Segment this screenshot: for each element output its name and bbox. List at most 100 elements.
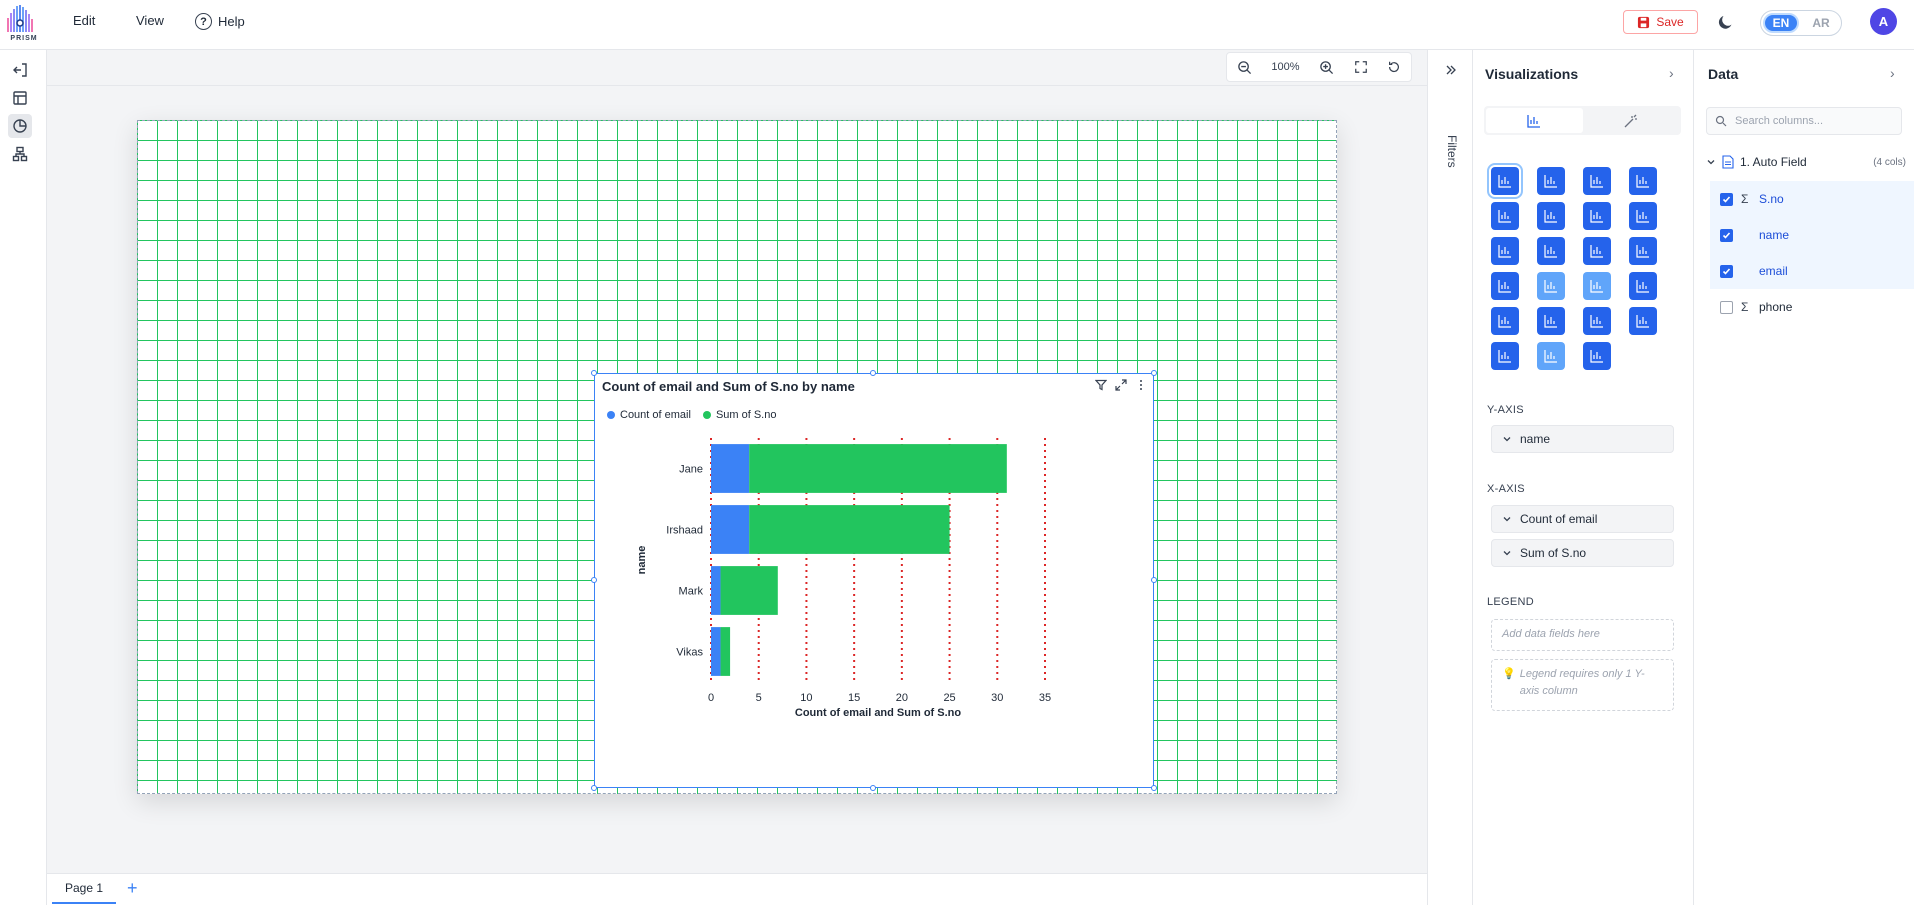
resize-handle[interactable]: [591, 785, 597, 791]
column-item[interactable]: name: [1710, 217, 1914, 253]
bubble-chart-icon[interactable]: [1537, 272, 1565, 300]
gauge-chart-icon[interactable]: [1491, 342, 1519, 370]
zoom-out-icon[interactable]: [1237, 60, 1252, 75]
percent-bar-chart-icon[interactable]: [1491, 202, 1519, 230]
expand-filters-icon[interactable]: [1445, 64, 1457, 76]
x-tick-label: 15: [848, 692, 860, 704]
stacked-area-chart-icon[interactable]: [1583, 237, 1611, 265]
dark-mode-toggle-icon[interactable]: [1716, 12, 1736, 32]
table-chart-icon[interactable]: [1629, 272, 1657, 300]
more-vertical-icon[interactable]: [1135, 379, 1147, 391]
language-toggle[interactable]: EN AR: [1760, 10, 1842, 36]
bar-segment: [711, 627, 721, 676]
legend-section-label: LEGEND: [1487, 596, 1535, 608]
x-axis-field[interactable]: Count of email: [1491, 505, 1674, 533]
filters-panel-collapsed[interactable]: Filters: [1427, 50, 1473, 905]
clustered-bar-chart-icon[interactable]: [1583, 167, 1611, 195]
donut-chart-icon[interactable]: [1537, 307, 1565, 335]
hierarchy-icon[interactable]: [8, 142, 32, 166]
treemap-chart-icon[interactable]: [1629, 307, 1657, 335]
scatter-chart-icon[interactable]: [1491, 272, 1519, 300]
resize-handle[interactable]: [870, 370, 876, 376]
legend-item-sum-sno[interactable]: Sum of S.no: [702, 409, 776, 421]
lightbulb-icon: 💡: [1502, 668, 1516, 680]
chart-title: Count of email and Sum of S.no by name: [602, 379, 855, 394]
filter-icon[interactable]: [1095, 379, 1107, 391]
column-checkbox[interactable]: [1720, 300, 1733, 314]
save-button[interactable]: Save: [1623, 10, 1698, 34]
lang-en-option[interactable]: EN: [1763, 13, 1799, 33]
legend-hint: 💡 Legend requires only 1 Y-axis column: [1491, 659, 1674, 711]
report-page[interactable]: Count of email and Sum of S.no by name C…: [137, 120, 1337, 794]
search-input[interactable]: Search columns...: [1735, 115, 1824, 127]
bar-segment: [749, 505, 950, 554]
column-checkbox[interactable]: [1720, 264, 1733, 278]
column-checkbox[interactable]: [1720, 192, 1733, 206]
column-search[interactable]: Search columns...: [1706, 107, 1902, 135]
save-icon: [1638, 16, 1650, 28]
filters-label: Filters: [1445, 135, 1459, 168]
layout-icon[interactable]: [8, 86, 32, 110]
line-chart-icon[interactable]: [1491, 237, 1519, 265]
menu-view[interactable]: View: [136, 13, 164, 28]
column-item[interactable]: email: [1710, 253, 1914, 289]
clustered-column-chart-icon[interactable]: [1629, 167, 1657, 195]
zoom-toolbar: 100%: [1226, 52, 1412, 82]
resize-handle[interactable]: [1151, 370, 1157, 376]
ribbon-chart-icon[interactable]: [1629, 237, 1657, 265]
stacked-bar-horizontal-chart-icon[interactable]: [1487, 163, 1523, 199]
lang-ar-option[interactable]: AR: [1812, 16, 1830, 30]
help-icon: ?: [195, 13, 212, 30]
menu-edit[interactable]: Edit: [73, 13, 96, 28]
legend-item-count-email[interactable]: Count of email: [607, 409, 691, 421]
kpi-chart-icon[interactable]: [1583, 342, 1611, 370]
chart-card[interactable]: Count of email and Sum of S.no by name C…: [591, 370, 1157, 791]
tab-chart-types[interactable]: [1486, 108, 1583, 133]
waterfall-chart-icon[interactable]: [1583, 307, 1611, 335]
data-source-node[interactable]: 1. Auto Field (4 cols): [1706, 155, 1906, 169]
resize-handle[interactable]: [591, 577, 597, 583]
legend-swatch: [702, 411, 711, 419]
page-tab[interactable]: Page 1: [52, 874, 116, 904]
legend-dropzone[interactable]: Add data fields here: [1491, 619, 1674, 651]
expand-icon[interactable]: [1115, 379, 1127, 391]
visualizations-panel: Visualizations › Y-AXIS name X-AXIS Coun…: [1473, 50, 1694, 905]
column-checkbox[interactable]: [1720, 228, 1733, 242]
chart-pie-icon[interactable]: [8, 114, 32, 138]
resize-handle[interactable]: [1151, 577, 1157, 583]
card-chart-icon[interactable]: [1537, 342, 1565, 370]
percent-column-chart-icon[interactable]: [1537, 202, 1565, 230]
magic-wand-icon: [1624, 114, 1637, 127]
collapse-visualizations-icon[interactable]: ›: [1669, 65, 1674, 81]
fullscreen-icon[interactable]: [1354, 60, 1368, 74]
pie-chart-icon[interactable]: [1491, 307, 1519, 335]
tab-format[interactable]: [1583, 108, 1680, 133]
y-axis-field[interactable]: name: [1491, 425, 1674, 453]
reset-icon[interactable]: [1387, 60, 1401, 74]
stacked-column-chart-icon[interactable]: [1537, 167, 1565, 195]
column-combo-chart-icon[interactable]: [1629, 202, 1657, 230]
area-chart-icon[interactable]: [1537, 237, 1565, 265]
resize-handle[interactable]: [1151, 785, 1157, 791]
back-icon[interactable]: [8, 58, 32, 82]
legend-label: Count of email: [620, 409, 691, 421]
bar-chart-icon[interactable]: [1583, 202, 1611, 230]
visualization-tabs: [1484, 106, 1681, 135]
resize-handle[interactable]: [870, 785, 876, 791]
zoom-in-icon[interactable]: [1319, 60, 1334, 75]
column-item[interactable]: Σ S.no: [1710, 181, 1914, 217]
menu-help[interactable]: ? Help: [195, 13, 245, 30]
x-tick-label: 5: [756, 692, 762, 704]
file-icon: [1722, 155, 1734, 169]
prism-logo[interactable]: PRISM: [4, 4, 37, 42]
resize-handle[interactable]: [591, 370, 597, 376]
field-label: name: [1520, 432, 1551, 446]
y-tick-label: Jane: [679, 464, 703, 476]
x-axis-field[interactable]: Sum of S.no: [1491, 539, 1674, 567]
user-avatar[interactable]: A: [1870, 8, 1897, 35]
add-page-button[interactable]: +: [127, 878, 138, 898]
dot-plot-chart-icon[interactable]: [1583, 272, 1611, 300]
collapse-data-icon[interactable]: ›: [1890, 65, 1895, 81]
x-tick-label: 20: [896, 692, 908, 704]
